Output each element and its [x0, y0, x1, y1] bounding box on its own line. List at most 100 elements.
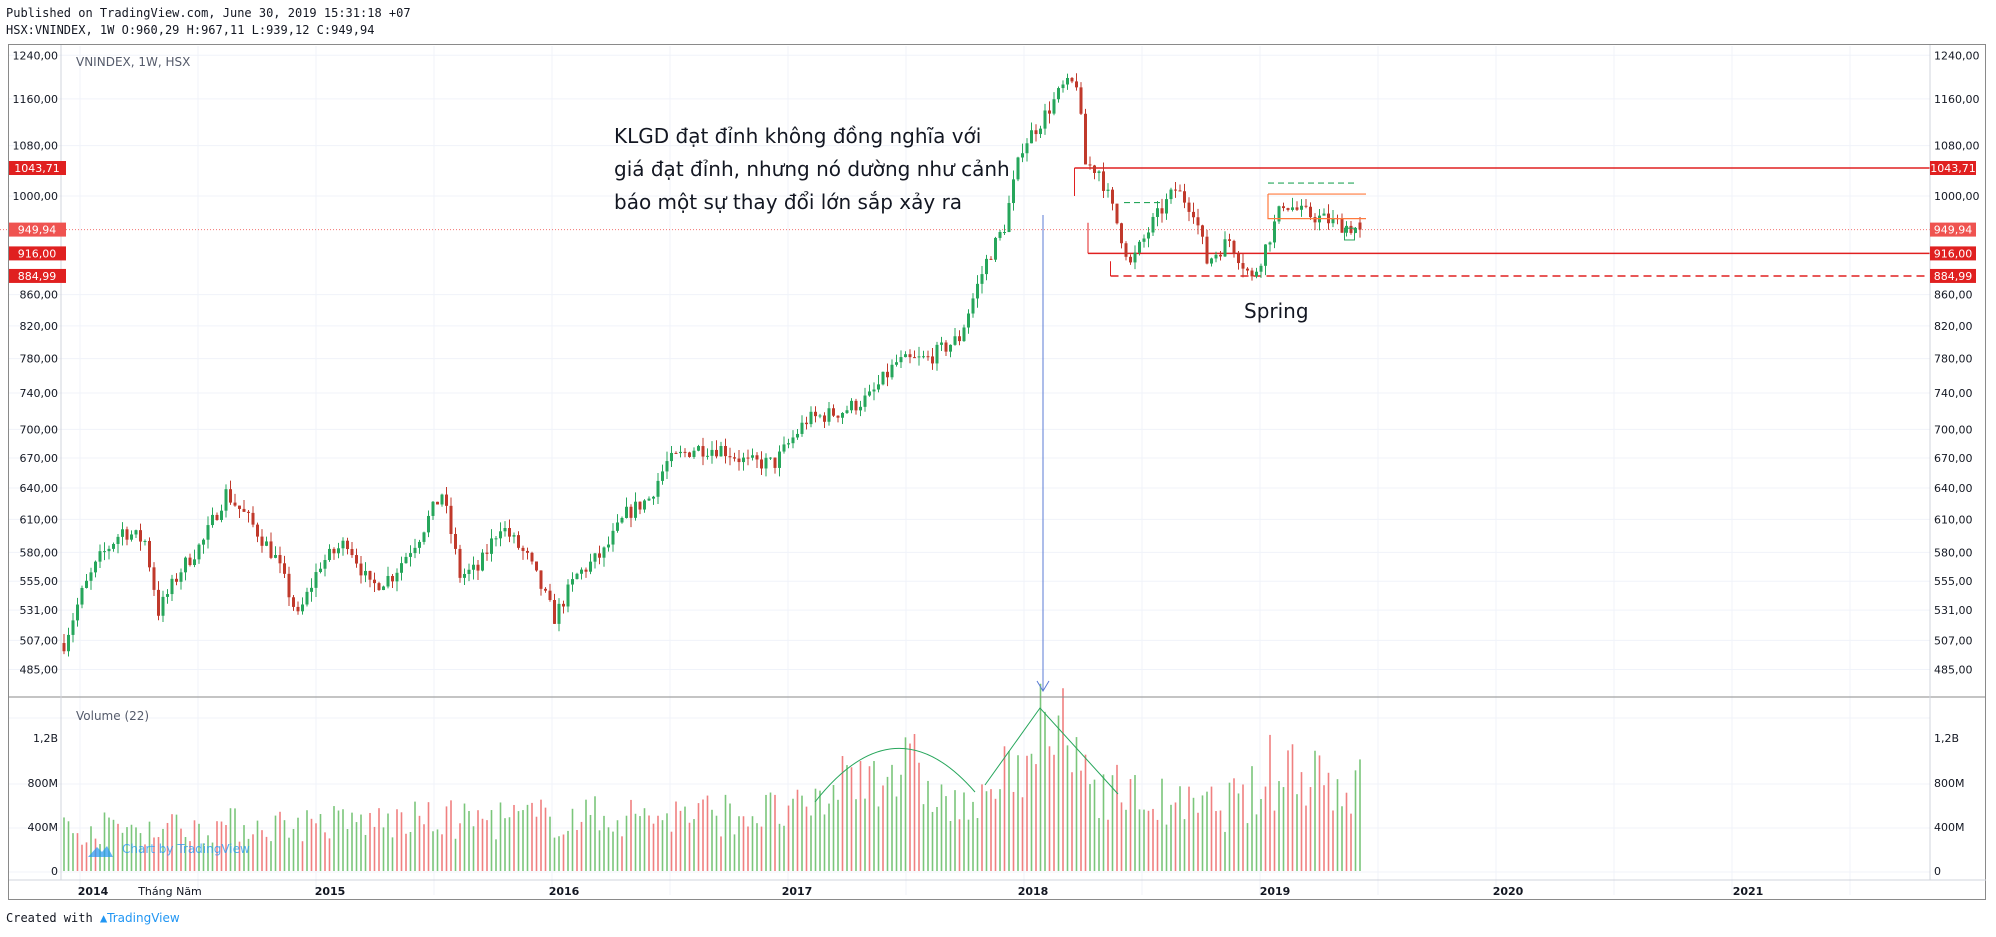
candle-body — [1061, 84, 1065, 89]
volume-bar — [1053, 754, 1055, 871]
volume-bar — [661, 820, 664, 871]
candle-body — [1156, 208, 1159, 217]
volume-bar — [886, 776, 889, 871]
candle-body — [463, 573, 466, 578]
candle-body — [1043, 110, 1047, 129]
volume-bar — [1093, 779, 1096, 871]
volume-bar — [459, 823, 461, 871]
volume-bar — [1120, 802, 1123, 871]
volume-bar — [994, 798, 997, 871]
candle-body — [418, 541, 421, 548]
volume-bar — [1296, 794, 1298, 871]
candle-body — [1160, 208, 1164, 214]
y-tick-right: 700,00 — [1934, 423, 1973, 436]
volume-bar — [508, 817, 511, 871]
candle-body — [895, 362, 898, 365]
volume-bar — [927, 780, 929, 871]
candle-body — [913, 357, 916, 359]
volume-series — [63, 683, 1361, 871]
candle-body — [553, 600, 556, 624]
candle-body — [1102, 171, 1105, 191]
candle-body — [854, 400, 858, 411]
volume-bar — [1318, 755, 1321, 871]
volume-bar — [157, 837, 160, 871]
candle-body — [386, 575, 390, 587]
volume-bar — [1206, 791, 1208, 871]
volume-bar — [936, 806, 938, 871]
candle-body — [193, 559, 196, 566]
price-label-left: 884,99 — [18, 270, 57, 283]
candle-body — [310, 587, 313, 592]
candle-body — [814, 411, 817, 417]
candle-body — [886, 371, 889, 378]
volume-hump-curve — [814, 747, 976, 803]
vol-tick-left: 800M — [28, 777, 59, 790]
volume-bar — [139, 833, 142, 871]
volume-bar — [711, 809, 713, 871]
annotation-line: KLGD đạt đỉnh không đồng nghĩa với — [614, 124, 981, 148]
candle-body — [562, 603, 565, 607]
volume-bar — [1188, 786, 1190, 871]
volume-bar — [373, 826, 376, 871]
volume-bar — [1138, 809, 1141, 871]
volume-bar — [562, 834, 565, 871]
y-tick-right: 820,00 — [1934, 320, 1973, 333]
footer-brand[interactable]: TradingView — [107, 911, 180, 925]
x-axis-label: 2014 — [78, 885, 109, 898]
volume-bar — [499, 802, 502, 871]
candle-body — [373, 579, 376, 584]
candle-body — [481, 552, 484, 571]
volume-bar — [954, 790, 956, 871]
candle-body — [868, 391, 871, 396]
volume-bar — [1309, 787, 1312, 871]
candle-body — [112, 543, 115, 549]
volume-bar — [828, 803, 830, 871]
candle-body — [607, 544, 610, 548]
candle-body — [904, 354, 907, 358]
candle-body — [958, 336, 961, 342]
volume-bar — [1219, 810, 1222, 871]
volume-bar — [135, 827, 137, 871]
candle-body — [557, 603, 561, 624]
volume-bar — [324, 832, 326, 871]
candle-body — [224, 489, 228, 511]
volume-bar — [999, 789, 1001, 871]
volume-bar — [1192, 797, 1195, 871]
candle-body — [458, 548, 462, 578]
candle-body — [863, 395, 867, 407]
candle-body — [665, 461, 669, 472]
volume-bar — [1314, 750, 1316, 871]
candle-body — [1273, 221, 1276, 243]
candle-body — [1057, 88, 1060, 100]
candle-body — [1007, 203, 1011, 233]
candle-body — [1093, 165, 1096, 173]
volume-bar — [958, 819, 961, 871]
candle-body — [1075, 81, 1078, 88]
candle-body — [1169, 189, 1173, 200]
volume-bar — [198, 823, 200, 871]
volume-bar — [567, 830, 569, 871]
candle-body — [1219, 254, 1222, 257]
candle-body — [332, 548, 336, 554]
candle-body — [1210, 258, 1213, 264]
y-tick-left: 780,00 — [20, 353, 59, 366]
volume-bar — [274, 815, 277, 871]
candle-body — [472, 564, 475, 570]
volume-bar — [450, 800, 452, 871]
volume-bar — [364, 834, 367, 871]
chart-frame[interactable] — [8, 44, 1986, 900]
volume-bar — [517, 811, 520, 871]
candle-body — [1133, 252, 1137, 263]
candle-body — [260, 536, 264, 546]
volume-bar — [1147, 810, 1150, 871]
volume-bar — [756, 823, 758, 871]
volume-bar — [346, 829, 349, 871]
volume-bar — [472, 826, 475, 871]
candle-body — [1147, 232, 1150, 239]
candle-body — [1003, 232, 1006, 234]
candle-body — [85, 580, 88, 588]
volume-bar — [337, 810, 340, 871]
volume-bar — [913, 734, 916, 871]
candle-body — [638, 501, 642, 510]
